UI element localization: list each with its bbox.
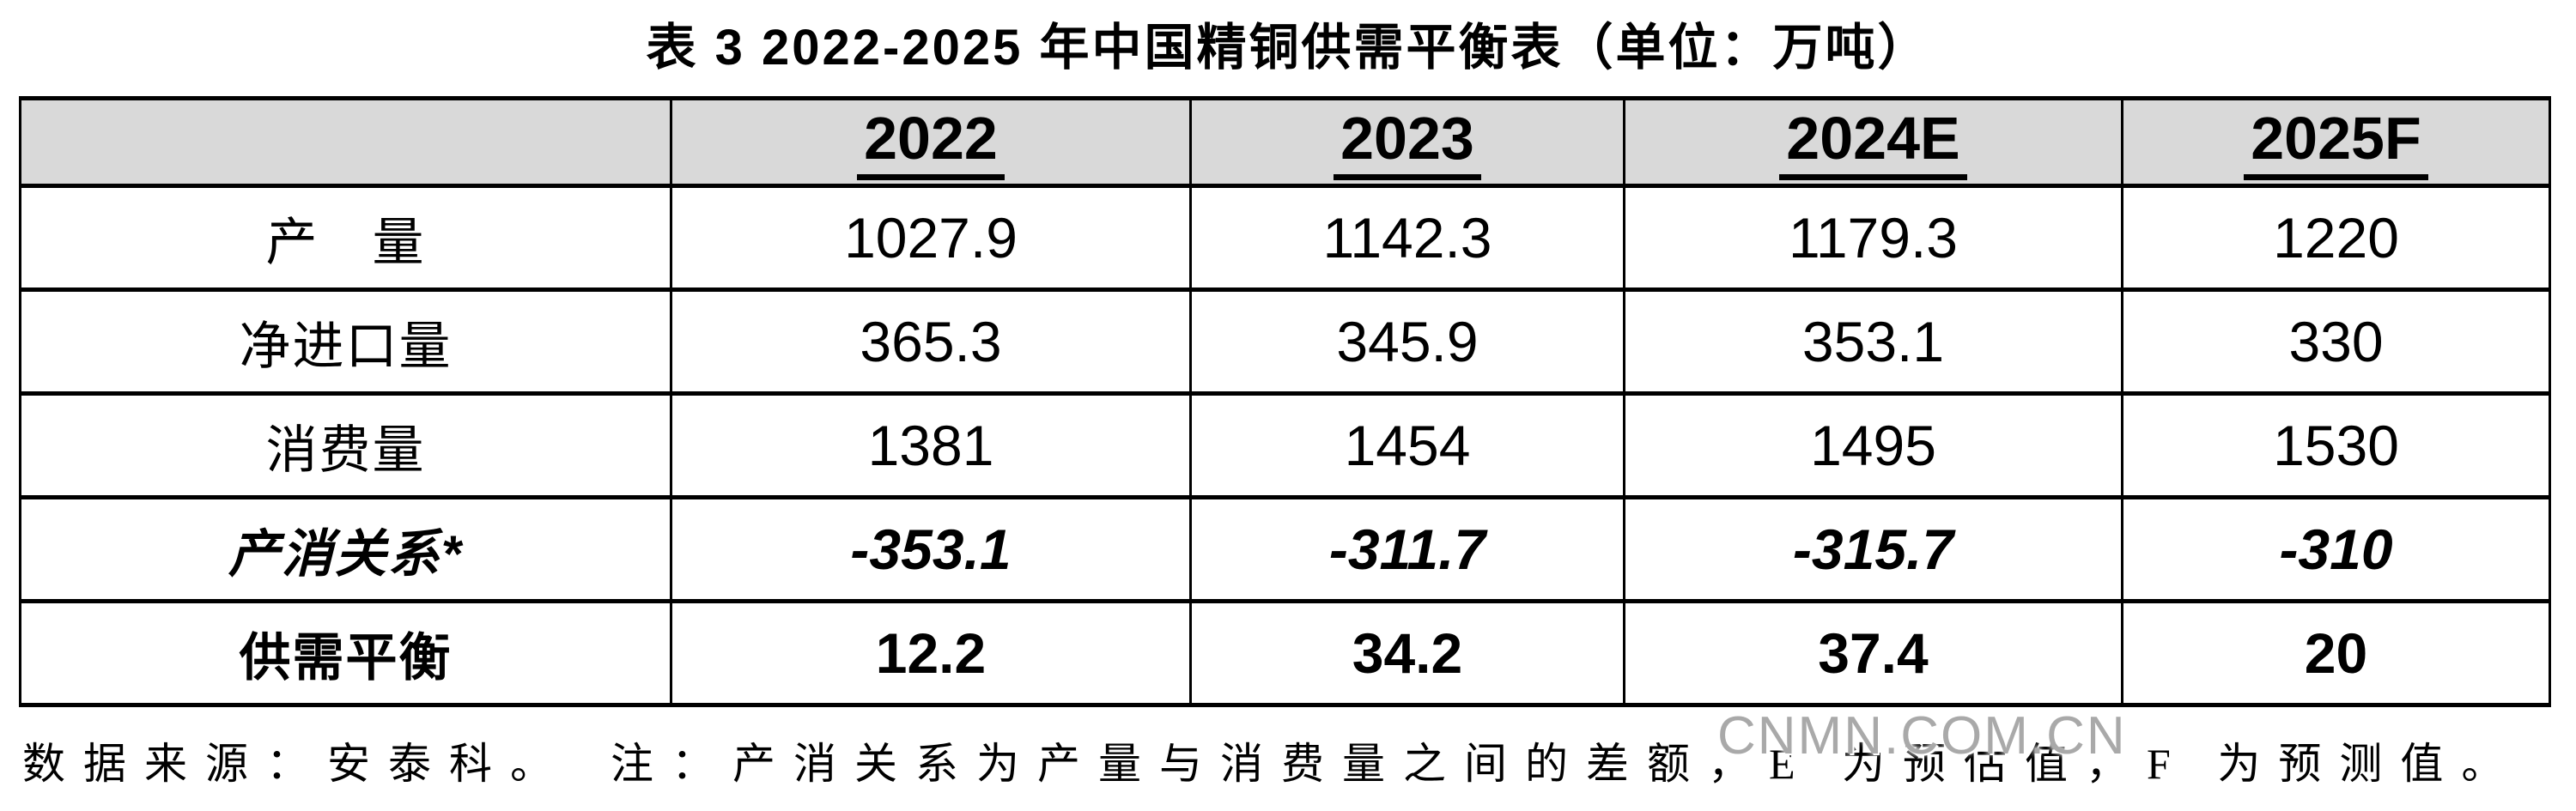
table-cell: 345.9: [1189, 287, 1625, 396]
table-cell: 1381: [670, 391, 1192, 499]
table-cell: 1142.3: [1189, 184, 1625, 292]
table-row-production: 产 量 1027.9 1142.3 1179.3 1220: [19, 184, 2551, 292]
cnmn-watermark: CNMN.COM.CN: [1717, 706, 2127, 766]
header-year-2025f: 2025F: [2121, 96, 2551, 188]
row-label: 消费量: [19, 391, 672, 499]
header-empty-cell: [19, 96, 672, 188]
table-cell: 1179.3: [1623, 184, 2123, 292]
year-label: 2024E: [1779, 106, 1967, 181]
year-label: 2022: [857, 106, 1005, 181]
table-cell: -315.7: [1623, 495, 2123, 603]
table-row-net-imports: 净进口量 365.3 345.9 353.1 330: [19, 287, 2551, 396]
table-row-supply-demand-balance: 供需平衡 12.2 34.2 37.4 20: [19, 599, 2551, 707]
table-cell: 37.4: [1623, 599, 2123, 707]
table-cell: 1454: [1189, 391, 1625, 499]
table-cell: 1027.9: [670, 184, 1192, 292]
row-label: 供需平衡: [19, 599, 672, 707]
row-label: 净进口量: [19, 287, 672, 396]
table-cell: 1495: [1623, 391, 2123, 499]
header-year-2022: 2022: [670, 96, 1192, 188]
table-cell: 353.1: [1623, 287, 2123, 396]
header-year-2024e: 2024E: [1623, 96, 2123, 188]
table-cell: -311.7: [1189, 495, 1625, 603]
table-title: 表 3 2022-2025 年中国精铜供需平衡表（单位：万吨）: [646, 20, 1930, 76]
table-cell: -353.1: [670, 495, 1192, 603]
note-text: 注：产消关系为产量与消费量之间的差额，E 为预估值，F 为预测值。: [611, 740, 2523, 788]
year-label: 2023: [1334, 106, 1481, 181]
header-year-2023: 2023: [1189, 96, 1625, 188]
table-cell: 12.2: [670, 599, 1192, 707]
table-cell: 1220: [2121, 184, 2551, 292]
table-cell: 1530: [2121, 391, 2551, 499]
year-label: 2025F: [2244, 106, 2428, 181]
supply-demand-table: 2022 2023 2024E 2025F 产 量 1027.9 1142.3 …: [19, 96, 2551, 707]
table-cell: 365.3: [670, 287, 1192, 396]
footnote: 数据来源：安泰科。 注：产消关系为产量与消费量之间的差额，E 为预估值，F 为预测…: [22, 729, 2522, 791]
header-row: 2022 2023 2024E 2025F: [19, 96, 2551, 188]
row-label: 产 量: [19, 184, 672, 292]
table-cell: 330: [2121, 287, 2551, 396]
table-cell: 20: [2121, 599, 2551, 707]
data-source-text: 数据来源：安泰科。: [22, 740, 571, 788]
table-row-production-consumption-gap: 产消关系* -353.1 -311.7 -315.7 -310: [19, 495, 2551, 603]
table-cell: -310: [2121, 495, 2551, 603]
row-label: 产消关系*: [19, 495, 672, 603]
table-cell: 34.2: [1189, 599, 1625, 707]
table-row-consumption: 消费量 1381 1454 1495 1530: [19, 391, 2551, 499]
